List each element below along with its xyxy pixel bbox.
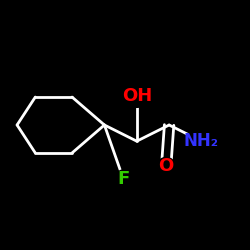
Text: OH: OH — [122, 86, 152, 104]
Circle shape — [187, 127, 216, 155]
Text: F: F — [118, 170, 130, 188]
Circle shape — [125, 84, 148, 107]
Text: NH₂: NH₂ — [184, 132, 219, 150]
Text: O: O — [158, 157, 174, 175]
Circle shape — [157, 157, 175, 175]
Circle shape — [114, 170, 133, 189]
